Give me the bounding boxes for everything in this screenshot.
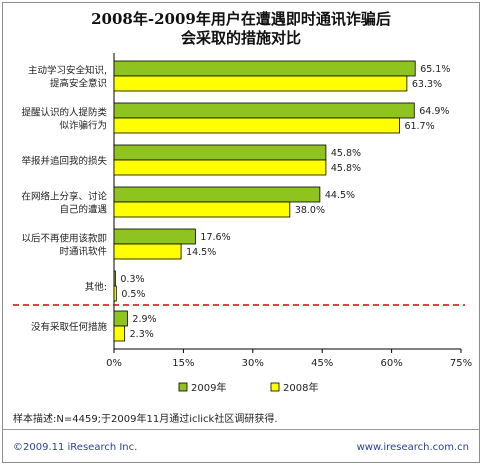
bar xyxy=(113,285,117,302)
bar-value-label: 0.5% xyxy=(121,289,145,300)
bar xyxy=(113,310,128,327)
legend-swatch xyxy=(270,382,280,392)
bar-value-label: 65.1% xyxy=(420,64,450,75)
bar-value-label: 61.7% xyxy=(404,121,434,132)
x-tick-label: 75% xyxy=(450,358,472,369)
bar xyxy=(113,270,116,287)
sample-description: 样本描述:N=4459;于2009年11月通过iclick社区调研获得. xyxy=(13,414,278,425)
category-label: 举报并追回我的损失 xyxy=(21,155,107,167)
bar xyxy=(113,60,416,77)
x-tick-label: 60% xyxy=(380,358,402,369)
legend-label: 2009年 xyxy=(191,381,226,394)
bar-value-label: 45.8% xyxy=(331,148,361,159)
bar xyxy=(113,75,408,92)
bar xyxy=(113,102,415,119)
bars: 65.1% 63.3% 64.9% 61.7% 45.8% 45.8% 44.5%38.0%… xyxy=(113,60,450,342)
bar-value-label: 0.3% xyxy=(120,274,144,285)
category-label: 主动学习安全知识, xyxy=(28,65,107,77)
chart-title-line: 2008年-2009年用户在遭遇即时通讯诈骗后 xyxy=(91,10,391,28)
legend-label: 2008年 xyxy=(283,381,318,394)
category-labels: 主动学习安全知识,提高安全意识提醒认识的人提防类似诈骗行为举报并追回我的损失在网… xyxy=(21,65,107,334)
bar-value-label: 45.8% xyxy=(331,163,361,174)
category-label: 提醒认识的人提防类 xyxy=(21,107,107,119)
legend-swatch xyxy=(178,382,188,392)
website-link[interactable]: www.iresearch.com.cn xyxy=(356,442,469,453)
legend: 2009年 2008年 xyxy=(178,381,318,394)
bar-value-label: 44.5% xyxy=(325,190,355,201)
bar xyxy=(113,117,400,134)
bar xyxy=(113,159,327,176)
bar-value-label: 14.5% xyxy=(186,247,216,258)
copyright-text: ©2009.11 iResearch Inc. xyxy=(13,442,138,453)
bar-value-label: 17.6% xyxy=(200,232,230,243)
bar-value-label: 64.9% xyxy=(419,106,449,117)
category-label: 其他: xyxy=(85,281,107,293)
category-label: 时通讯软件 xyxy=(59,246,107,258)
x-tick-label: 30% xyxy=(242,358,264,369)
bar xyxy=(113,144,327,161)
bar xyxy=(113,243,182,260)
bar-value-label: 2.9% xyxy=(132,314,156,325)
footer-divider xyxy=(3,429,479,430)
x-tick-label: 45% xyxy=(311,358,333,369)
category-label: 没有采取任何措施 xyxy=(31,321,108,333)
x-tick-label: 15% xyxy=(172,358,194,369)
bar xyxy=(113,325,126,342)
category-label: 似诈骗行为 xyxy=(59,120,107,132)
category-label: 提高安全意识 xyxy=(50,78,107,90)
x-tick-label: 0% xyxy=(106,358,122,369)
bar xyxy=(113,186,321,203)
bar-value-label: 2.3% xyxy=(130,329,154,340)
bar-value-label: 38.0% xyxy=(295,205,325,216)
bar xyxy=(113,228,196,245)
category-label: 在网络上分享、讨论 xyxy=(21,191,107,203)
bar-value-label: 63.3% xyxy=(412,79,442,90)
category-label: 自己的遭遇 xyxy=(59,204,107,216)
category-label: 以后不再使用该款即 xyxy=(21,233,107,245)
bar xyxy=(113,201,291,218)
chart-title-line: 会采取的措施对比 xyxy=(181,29,301,47)
